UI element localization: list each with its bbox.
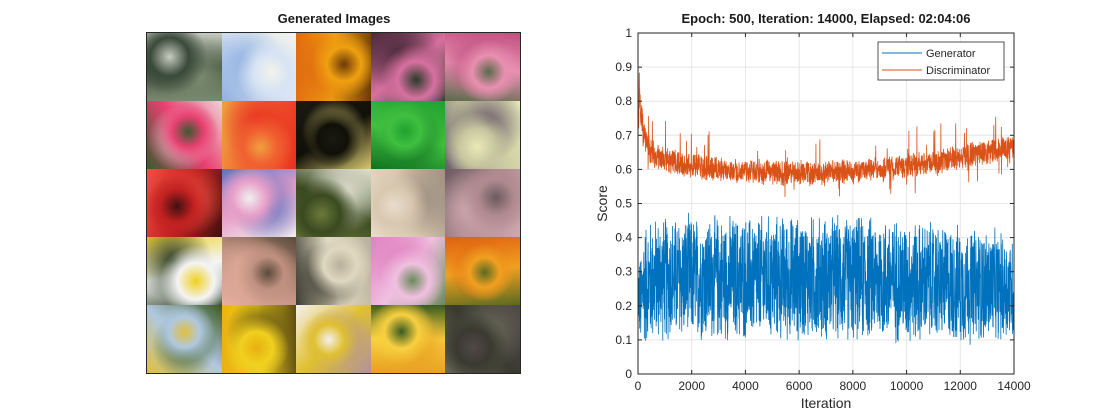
generated-image-tile <box>445 101 520 169</box>
generated-image-tile <box>445 305 520 373</box>
x-tick-label: 2000 <box>678 379 705 393</box>
generated-image-tile <box>221 169 297 237</box>
y-tick-label: 0.1 <box>615 333 632 347</box>
generated-images-grid <box>146 32 521 374</box>
generated-image-tile <box>221 33 297 101</box>
generator-series-line <box>637 212 1015 345</box>
generated-image-tile <box>370 101 446 169</box>
generated-image-tile <box>221 101 297 169</box>
x-tick-label: 14000 <box>997 379 1031 393</box>
x-axis-label: Iteration <box>801 395 852 411</box>
y-tick-label: 0 <box>625 367 632 381</box>
x-tick-label: 6000 <box>786 379 813 393</box>
generated-image-tile <box>147 33 222 101</box>
generated-image-tile <box>296 305 371 373</box>
y-tick-label: 0.8 <box>615 94 632 108</box>
discriminator-legend-label: Discriminator <box>926 65 991 77</box>
generated-image-tile <box>370 305 446 373</box>
y-tick-label: 0.5 <box>615 197 632 211</box>
x-tick-label: 12000 <box>944 379 978 393</box>
generated-image-tile <box>445 237 520 305</box>
y-tick-label: 0.4 <box>615 231 632 245</box>
generated-image-tile <box>445 33 520 101</box>
generated-image-tile <box>296 169 371 237</box>
generated-image-tile <box>147 169 222 237</box>
generated-image-tile <box>221 237 297 305</box>
generated-image-tile <box>296 33 371 101</box>
generated-image-tile <box>147 101 222 169</box>
generated-image-tile <box>221 305 297 373</box>
chart-title: Epoch: 500, Iteration: 14000, Elapsed: 0… <box>681 11 971 26</box>
y-tick-label: 0.6 <box>615 162 632 176</box>
generated-image-tile <box>147 305 222 373</box>
y-tick-label: 0.3 <box>615 265 632 279</box>
generated-images-title: Generated Images <box>277 11 391 26</box>
y-tick-label: 1 <box>625 26 632 40</box>
y-tick-label: 0.2 <box>615 299 632 313</box>
discriminator-series-line <box>637 72 1015 197</box>
generated-image-tile <box>147 237 222 305</box>
generated-image-tile <box>445 169 520 237</box>
x-tick-label: 4000 <box>732 379 759 393</box>
x-tick-label: 8000 <box>840 379 867 393</box>
generated-image-tile <box>370 33 446 101</box>
generator-trace <box>637 212 1015 345</box>
generated-image-tile <box>296 237 371 305</box>
generated-image-tile <box>296 101 371 169</box>
discriminator-trace <box>637 72 1015 197</box>
generated-image-tile <box>370 237 446 305</box>
y-tick-label: 0.9 <box>615 60 632 74</box>
y-axis-label: Score <box>594 185 610 222</box>
legend-box <box>877 41 1005 81</box>
x-tick-label: 0 <box>635 379 642 393</box>
y-tick-label: 0.7 <box>615 128 632 142</box>
generator-legend-label: Generator <box>926 48 976 60</box>
x-tick-label: 10000 <box>890 379 924 393</box>
generated-image-tile <box>370 169 446 237</box>
